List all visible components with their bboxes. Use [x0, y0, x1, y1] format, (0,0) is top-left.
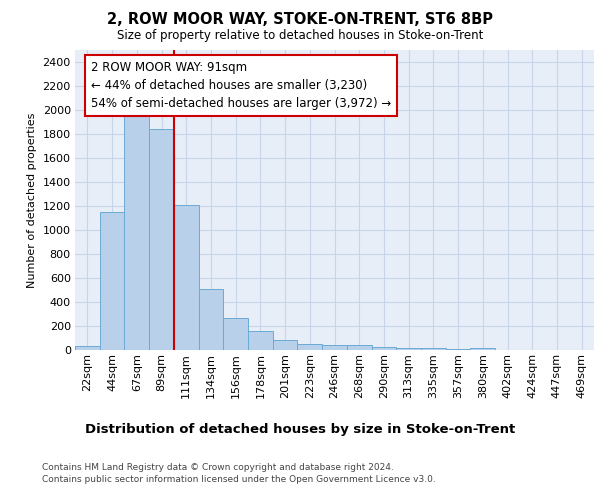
Bar	[273, 340, 298, 350]
Bar	[174, 205, 199, 350]
Y-axis label: Number of detached properties: Number of detached properties	[27, 112, 37, 288]
Text: 2 ROW MOOR WAY: 91sqm
← 44% of detached houses are smaller (3,230)
54% of semi-d: 2 ROW MOOR WAY: 91sqm ← 44% of detached …	[91, 61, 391, 110]
Bar	[421, 348, 446, 350]
Bar	[149, 129, 174, 350]
Bar	[322, 344, 347, 350]
Bar	[347, 345, 371, 350]
Text: 2, ROW MOOR WAY, STOKE-ON-TRENT, ST6 8BP: 2, ROW MOOR WAY, STOKE-ON-TRENT, ST6 8BP	[107, 12, 493, 26]
Text: Contains public sector information licensed under the Open Government Licence v3: Contains public sector information licen…	[42, 475, 436, 484]
Bar	[199, 289, 223, 350]
Bar	[396, 348, 421, 350]
Text: Distribution of detached houses by size in Stoke-on-Trent: Distribution of detached houses by size …	[85, 422, 515, 436]
Text: Contains HM Land Registry data © Crown copyright and database right 2024.: Contains HM Land Registry data © Crown c…	[42, 462, 394, 471]
Bar	[470, 348, 495, 350]
Bar	[298, 344, 322, 350]
Bar	[248, 332, 273, 350]
Text: Size of property relative to detached houses in Stoke-on-Trent: Size of property relative to detached ho…	[117, 29, 483, 42]
Bar	[124, 115, 149, 350]
Bar	[223, 318, 248, 350]
Bar	[100, 212, 124, 350]
Bar	[75, 346, 100, 350]
Bar	[446, 349, 470, 350]
Bar	[371, 348, 396, 350]
